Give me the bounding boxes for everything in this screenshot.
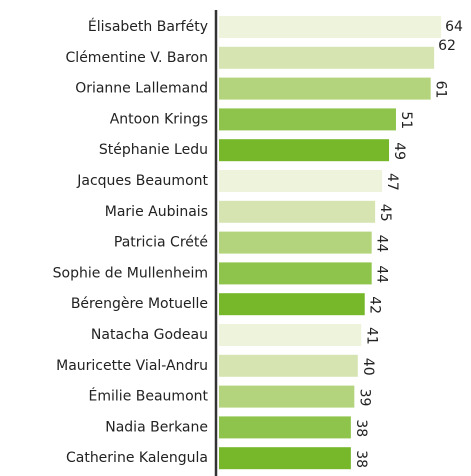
value-label: 44 <box>374 265 390 283</box>
category-label: Élisabeth Barféty <box>88 18 208 35</box>
value-label: 41 <box>363 327 379 345</box>
bar <box>219 262 372 285</box>
bar <box>219 354 358 377</box>
category-label: Mauricette Vial-Andru <box>56 358 208 374</box>
category-label: Catherine Kalengula <box>66 450 208 466</box>
category-label: Sophie de Mullenheim <box>53 265 208 281</box>
bar <box>219 139 390 162</box>
bar <box>219 108 396 131</box>
category-label: Clémentine V. Baron <box>66 50 208 66</box>
category-label: Natacha Godeau <box>91 327 208 343</box>
category-label: Patricia Crété <box>114 235 208 251</box>
category-label: Marie Aubinais <box>105 204 208 220</box>
category-label: Orianne Lallemand <box>75 81 208 97</box>
value-label: 39 <box>356 389 372 407</box>
category-label: Bérengère Motuelle <box>71 296 208 312</box>
category-label: Antoon Krings <box>110 111 208 127</box>
bar <box>219 385 355 408</box>
value-label: 38 <box>353 419 369 437</box>
bar <box>219 416 351 439</box>
value-label: 47 <box>384 173 400 191</box>
value-label: 38 <box>353 450 369 468</box>
bar <box>219 170 383 192</box>
bar <box>219 77 431 100</box>
bar <box>219 447 351 470</box>
value-label: 44 <box>374 235 390 253</box>
value-label: 45 <box>377 204 393 222</box>
bar <box>219 293 365 316</box>
category-label: Émilie Beaumont <box>89 388 209 405</box>
bar <box>219 46 435 69</box>
bar <box>219 16 442 38</box>
category-label: Nadia Berkane <box>105 419 208 435</box>
value-label: 42 <box>367 296 383 314</box>
value-label: 64 <box>445 19 463 35</box>
value-label: 51 <box>398 111 414 129</box>
category-label: Jacques Beaumont <box>76 173 208 189</box>
value-label: 62 <box>438 38 456 54</box>
value-label: 40 <box>360 358 376 376</box>
value-label: 61 <box>433 81 449 99</box>
bar <box>219 231 372 254</box>
bar <box>219 324 362 346</box>
category-label: Stéphanie Ledu <box>99 142 208 158</box>
value-label: 49 <box>391 142 407 160</box>
bar <box>219 200 376 223</box>
